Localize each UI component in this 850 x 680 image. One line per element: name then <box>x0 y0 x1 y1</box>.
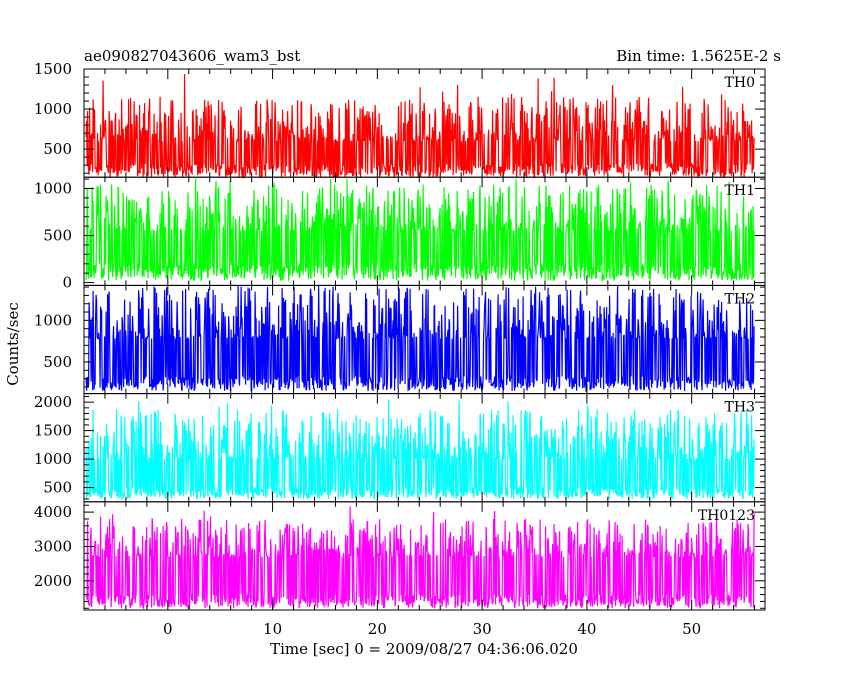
panel-th0123: TH0123 2000 3000 4000 <box>34 501 766 611</box>
y-tick-label: 500 <box>43 140 72 158</box>
y-tick-label: 1000 <box>34 179 72 197</box>
y-tick-label: 2000 <box>34 572 72 590</box>
x-tick-label: 30 <box>473 620 492 638</box>
chart-title: ae090827043606_wam3_bst <box>84 47 300 65</box>
panel-frame <box>83 501 766 611</box>
panels: TH050010001500TH105001000TH25001000TH350… <box>34 60 766 638</box>
panel-label: TH0 <box>725 75 755 91</box>
y-tick-label: 1500 <box>34 422 72 440</box>
x-tick-label: 50 <box>682 620 701 638</box>
x-tick-label: 40 <box>577 620 596 638</box>
x-tick-label: 10 <box>263 620 282 638</box>
y-tick-label: 500 <box>43 353 72 371</box>
panel-label: TH2 <box>725 291 755 307</box>
panel-th3: TH3 500 1000 1500 2000 <box>34 393 766 503</box>
panel-th0: TH0 500 1000 1500 <box>34 60 766 180</box>
y-tick-label: 500 <box>43 227 72 245</box>
panel-label: TH1 <box>725 183 755 199</box>
y-tick-label: 500 <box>43 479 72 497</box>
y-tick-label: 1000 <box>34 311 72 329</box>
y-tick-label: 1500 <box>34 60 72 78</box>
series-line-th2 <box>85 285 755 392</box>
panel-label: TH0123 <box>698 508 755 524</box>
x-tick-label: 0 <box>163 620 173 638</box>
series-line-th0123 <box>85 506 755 610</box>
chart-subtitle: Bin time: 1.5625E-2 s <box>616 47 781 65</box>
y-tick-label: 1000 <box>34 100 72 118</box>
x-axis-label: Time [sec] 0 = 2009/08/27 04:36:06.020 <box>270 640 578 658</box>
y-tick-label: 1000 <box>34 450 72 468</box>
y-axis-label: Counts/sec <box>4 302 22 386</box>
series-line-th1 <box>85 178 755 282</box>
panel-label: TH3 <box>725 400 755 416</box>
y-tick-label: 2000 <box>34 393 72 411</box>
y-tick-label: 3000 <box>34 537 72 555</box>
panel-th2: TH2 500 1000 <box>34 284 766 395</box>
y-tick-label: 0 <box>62 274 72 292</box>
x-tick-label: 20 <box>368 620 387 638</box>
y-tick-label: 4000 <box>34 503 72 521</box>
panel-th1: TH1 0 500 1000 <box>34 176 766 292</box>
series-line-th0 <box>85 74 755 180</box>
series-line-th3 <box>85 399 755 501</box>
